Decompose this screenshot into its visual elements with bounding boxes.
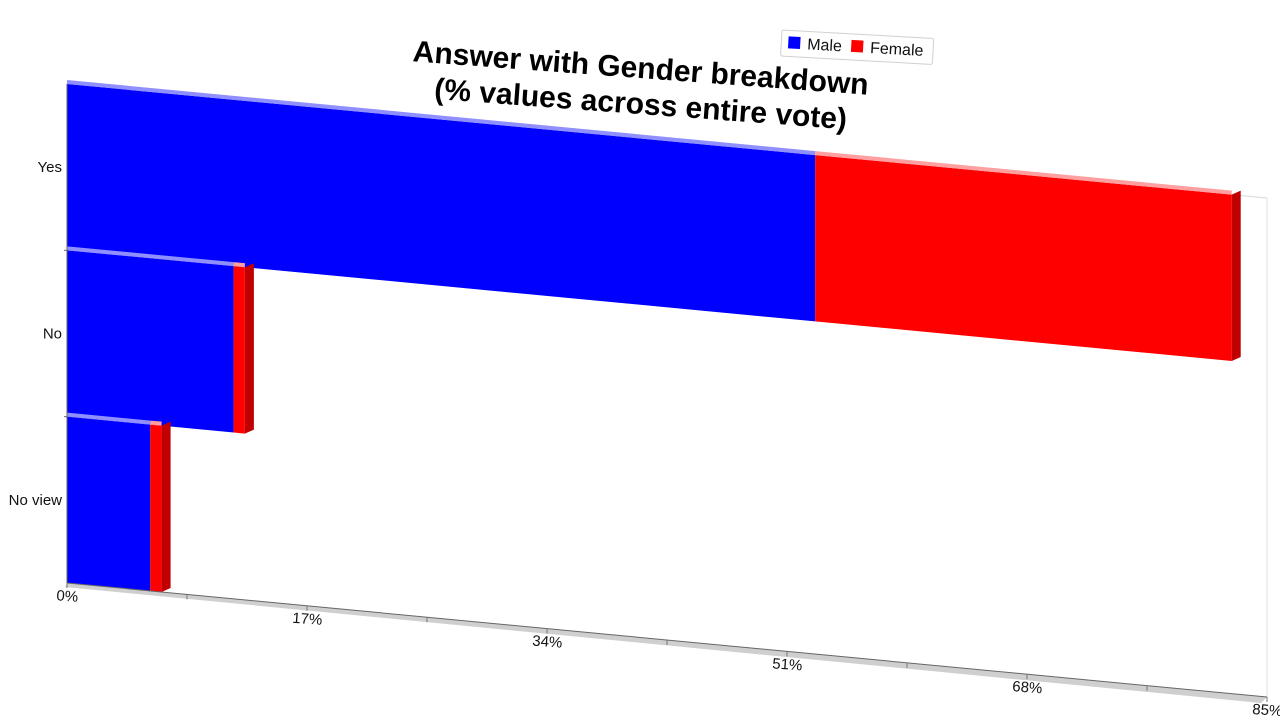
y-tick-label-no-view: No view [9, 492, 63, 509]
bar-yes-female [815, 155, 1232, 361]
bar-yes-male [67, 84, 816, 322]
floor-edge [65, 583, 1267, 703]
bar-top-yes-female [815, 151, 1232, 195]
x-tick-label-0pct: 0% [56, 587, 79, 605]
bar-top-no-male [66, 246, 234, 267]
bar-no-view-female [150, 424, 162, 592]
chart-axis: Yes No No view 0% 17% 34% 51% 68% 85% [9, 84, 1280, 720]
x-tick-label-17pct: 17% [292, 610, 323, 629]
bar-top-no-view-female [150, 420, 162, 426]
x-tick-label-51pct: 51% [772, 655, 803, 674]
bar-side-no [244, 263, 254, 434]
y-tick-label-no: No [43, 326, 62, 343]
bar-no-male [67, 250, 234, 433]
bar-top-no-view-male [66, 412, 151, 425]
legend-swatch-female [850, 39, 864, 53]
bar-side-no-view [161, 421, 171, 592]
x-tick-label-34pct: 34% [532, 633, 563, 652]
bar-top-yes-male [66, 80, 816, 156]
legend-label-male: Male [807, 36, 843, 55]
legend-swatch-male [787, 36, 801, 50]
y-tick-label-yes: Yes [38, 159, 62, 176]
bar-no-view-male [67, 416, 151, 591]
legend-label-female: Female [870, 40, 924, 60]
legend: Male Female [780, 29, 935, 65]
bar-no-female [233, 266, 245, 434]
bar-top-no-female [233, 262, 246, 268]
x-tick-label-85pct: 85% [1252, 701, 1280, 720]
bar-side-yes [1231, 190, 1241, 361]
x-tick-label-68pct: 68% [1012, 678, 1043, 697]
chart-bars [66, 80, 1241, 592]
